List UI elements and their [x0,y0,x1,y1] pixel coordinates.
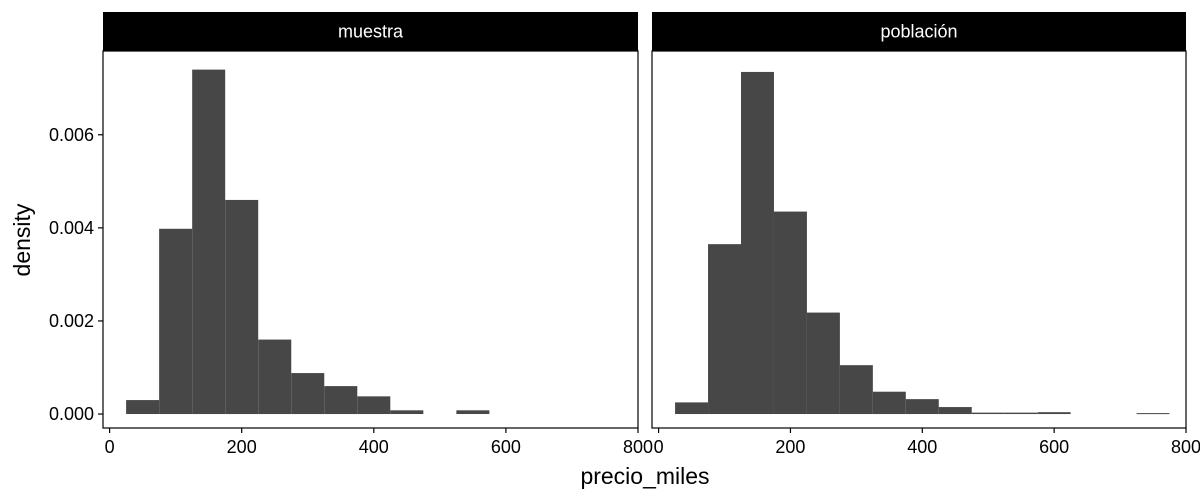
histogram-bar [390,410,424,415]
x-axis-title: precio_miles [580,463,709,489]
y-axis-title: density [9,203,35,276]
histogram-bar [324,386,358,415]
x-tick-label: 400 [907,437,937,457]
histogram-bar [159,228,193,415]
x-tick-label: 0 [654,437,664,457]
histogram-bar [192,69,226,415]
facet-strip-label: población [880,22,957,42]
histogram-bar [291,373,325,415]
histogram-bar [357,396,391,415]
histogram-bar [872,391,906,415]
histogram-bar [1136,413,1170,415]
histogram-bar [971,412,1005,415]
histogram-bar [1037,412,1071,415]
histogram-bar [456,410,490,415]
x-tick-label: 800 [623,437,653,457]
histogram-bar [938,407,972,415]
x-tick-label: 400 [359,437,389,457]
histogram-bar [839,365,873,415]
panel-border [102,50,639,429]
histogram-bar [773,211,807,415]
facets: muestra 0 200 400 600 800 población 0 200 400 600 8… [102,12,1200,457]
y-tick-label: 0.004 [49,218,94,238]
histogram-bar [126,400,160,415]
histogram-bar [741,71,774,415]
histogram-bar [675,402,709,415]
x-tick-label: 600 [491,437,521,457]
y-tick-label: 0.000 [49,404,94,424]
facet-strip [652,12,1186,51]
x-tick-label: 0 [105,437,115,457]
x-tick-label: 600 [1039,437,1069,457]
histogram-bar [905,399,939,415]
facet-strip-label: muestra [338,22,404,42]
y-tick-label: 0.002 [49,311,94,331]
panel-border [651,50,1187,429]
y-axis: 0.000 0.002 0.004 0.006 [49,125,103,424]
histogram-bar [806,312,840,415]
x-tick-label: 200 [775,437,805,457]
facet-panel: muestra 0 200 400 600 800 [102,12,653,457]
facet-strip [103,12,638,51]
y-tick-label: 0.006 [49,125,94,145]
x-tick-label: 200 [227,437,257,457]
histogram-bar [708,244,741,415]
facet-panel: población 0 200 400 600 800 [651,12,1200,457]
histogram-bar [225,199,259,415]
x-tick-label: 800 [1171,437,1200,457]
histogram-bar [258,339,292,415]
histogram-bar [1004,412,1038,415]
